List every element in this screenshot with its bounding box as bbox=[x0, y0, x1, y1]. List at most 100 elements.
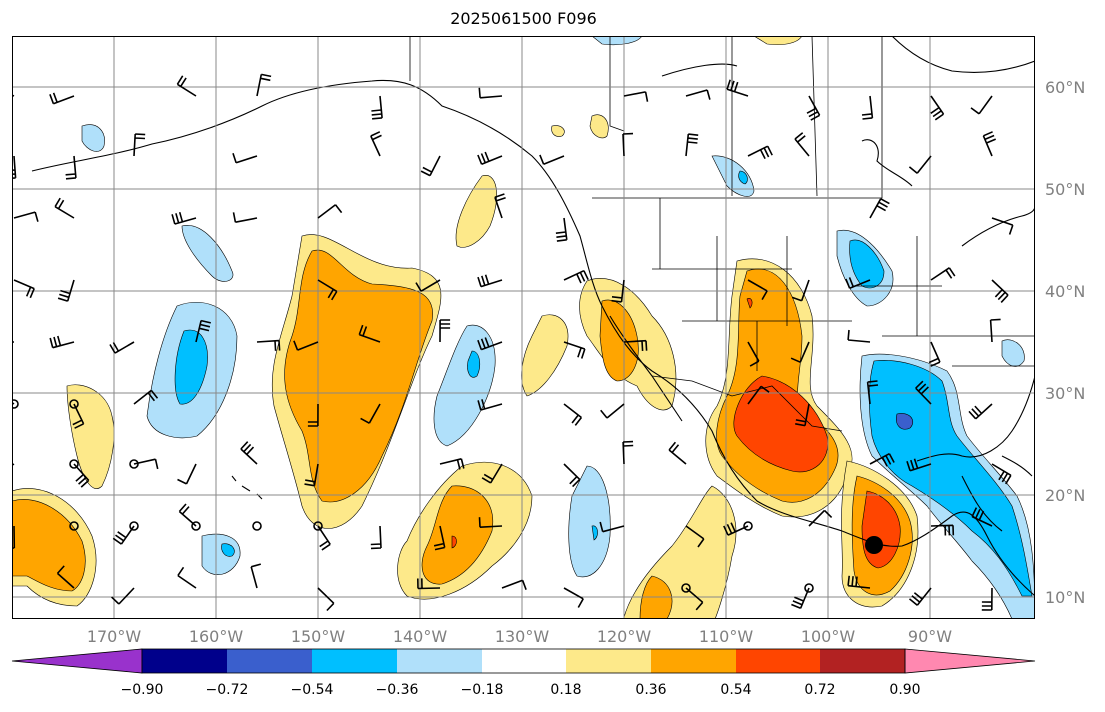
wind-barb bbox=[970, 95, 993, 115]
wind-barb bbox=[791, 279, 810, 302]
lat-label-20: 20°N bbox=[1045, 486, 1086, 505]
wind-barb bbox=[622, 132, 634, 157]
wind-barb bbox=[991, 463, 1012, 485]
wind-barb bbox=[991, 279, 1009, 303]
wind-barb bbox=[563, 463, 581, 488]
wind-barb bbox=[494, 193, 506, 219]
wind-barb bbox=[747, 341, 760, 367]
map-frame bbox=[12, 36, 1035, 619]
colorbar-tick-9: 0.90 bbox=[889, 682, 921, 698]
wind-barb bbox=[439, 458, 465, 470]
wind-barb bbox=[991, 217, 1014, 235]
colorbar-cell-2 bbox=[312, 649, 397, 673]
colorbar-tick-6: 0.36 bbox=[635, 682, 667, 698]
lon-label-100w: 100°W bbox=[800, 627, 856, 646]
colorbar-cell-7 bbox=[736, 649, 820, 673]
colorbar-tick-1: −0.72 bbox=[205, 682, 249, 698]
wind-barb bbox=[555, 217, 568, 242]
wind-barb bbox=[293, 340, 319, 351]
wind-barb bbox=[668, 441, 687, 465]
lon-label-90w: 90°W bbox=[907, 627, 953, 646]
wind-barb bbox=[928, 341, 941, 367]
wind-barb bbox=[478, 87, 503, 99]
lat-label-10: 10°N bbox=[1045, 588, 1086, 607]
wind-barb bbox=[930, 524, 955, 536]
coastlines bbox=[31, 36, 1035, 597]
wind-barb bbox=[806, 95, 821, 121]
storm-marker[interactable] bbox=[865, 536, 883, 554]
colorbar-tick-8: 0.72 bbox=[804, 682, 836, 698]
lon-label-130w: 130°W bbox=[494, 627, 550, 646]
wind-barb bbox=[869, 198, 890, 219]
wind-barb bbox=[723, 522, 749, 536]
colorbar bbox=[11, 648, 1036, 674]
wind-barb bbox=[54, 197, 75, 219]
wind-barb bbox=[930, 95, 945, 121]
wind-barb bbox=[317, 204, 343, 219]
wind-barb bbox=[726, 79, 749, 97]
wind-barb bbox=[12, 155, 17, 179]
wind-barb bbox=[176, 75, 197, 97]
colorbar-tick-3: −0.36 bbox=[375, 682, 419, 698]
wind-barb bbox=[481, 463, 503, 484]
wind-barb bbox=[908, 587, 932, 606]
colorbar-cell-3 bbox=[397, 649, 482, 673]
colorbar-tick-4: −0.18 bbox=[460, 682, 504, 698]
wind-barb bbox=[73, 463, 90, 488]
wind-barb bbox=[65, 155, 77, 180]
wind-barb bbox=[477, 274, 503, 288]
wind-barb bbox=[112, 525, 135, 545]
wind-barb bbox=[790, 341, 810, 363]
wind-barb bbox=[685, 525, 705, 548]
wind-barb bbox=[478, 517, 503, 528]
wind-barb bbox=[109, 341, 135, 354]
colorbar-tick-7: 0.54 bbox=[720, 682, 752, 698]
lon-label-120w: 120°W bbox=[596, 627, 652, 646]
lat-label-30: 30°N bbox=[1045, 384, 1086, 403]
colorbar-extend-high bbox=[904, 648, 1036, 674]
colorbar-cell-0 bbox=[142, 649, 227, 673]
wind-barb bbox=[477, 337, 503, 351]
wind-barb bbox=[195, 319, 211, 343]
wind-barb bbox=[13, 279, 35, 299]
wind-barb bbox=[971, 507, 993, 527]
lon-label-160w: 160°W bbox=[188, 627, 244, 646]
wind-barb bbox=[794, 132, 810, 157]
wind-barb bbox=[433, 525, 446, 551]
colorbar-cell-1 bbox=[227, 649, 312, 673]
wind-barb bbox=[177, 463, 197, 485]
colorbar-tick-5: 0.18 bbox=[550, 682, 582, 698]
colorbar-tick-2: −0.54 bbox=[290, 682, 334, 698]
wind-barb bbox=[930, 267, 956, 281]
lat-label-50: 50°N bbox=[1045, 180, 1086, 199]
wind-barb bbox=[622, 440, 634, 465]
map-panel[interactable] bbox=[12, 36, 1035, 619]
wind-barb bbox=[795, 403, 810, 427]
wind-barb bbox=[563, 587, 584, 608]
wind-barb bbox=[477, 399, 503, 411]
wind-barb bbox=[307, 403, 319, 427]
wind-barb bbox=[56, 565, 75, 589]
wind-barb bbox=[317, 279, 338, 301]
lon-label-150w: 150°W bbox=[290, 627, 346, 646]
wind-barb bbox=[358, 324, 381, 343]
wind-barb bbox=[599, 521, 625, 533]
wind-barb bbox=[808, 509, 833, 527]
wind-barb bbox=[371, 95, 383, 120]
wind-barb bbox=[370, 131, 382, 157]
map-canvas[interactable] bbox=[12, 36, 1035, 619]
wind-barb bbox=[989, 318, 1001, 343]
wind-barb bbox=[847, 329, 871, 343]
wind-barb bbox=[845, 277, 871, 289]
wind-barb bbox=[171, 211, 197, 225]
wind-barb bbox=[501, 579, 527, 590]
colorbar-tick-0: −0.90 bbox=[120, 682, 164, 698]
wind-barb bbox=[685, 89, 711, 100]
wind-barb bbox=[317, 587, 335, 612]
calm-wind-circles bbox=[12, 399, 814, 593]
wind-barb bbox=[968, 403, 993, 420]
wind-barb bbox=[906, 458, 932, 472]
colorbar-extend-low bbox=[11, 648, 143, 674]
wind-barb bbox=[982, 131, 997, 157]
wind-barb bbox=[861, 95, 874, 120]
